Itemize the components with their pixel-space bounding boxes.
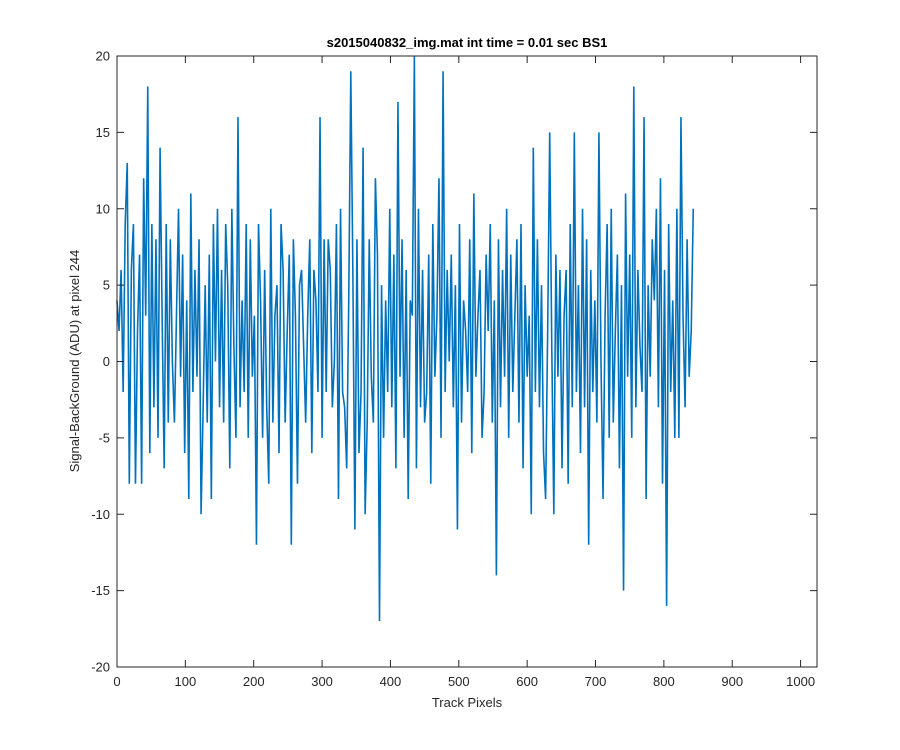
ticks-layer: 0 100 200 300 400 500 600 700 800 900 1000-20-15-1… xyxy=(91,49,817,689)
x-tick-label: 600 xyxy=(516,674,538,689)
x-tick-label: 1000 xyxy=(786,674,815,689)
y-tick-label: -20 xyxy=(91,660,110,675)
y-tick-label: -15 xyxy=(91,583,110,598)
y-tick-label: -5 xyxy=(98,430,110,445)
x-tick-label: 0 xyxy=(113,674,120,689)
x-tick-label: 900 xyxy=(721,674,743,689)
x-tick-label: 400 xyxy=(380,674,402,689)
y-tick-label: 5 xyxy=(103,278,110,293)
y-tick-label: 15 xyxy=(96,125,110,140)
x-axis-label: Track Pixels xyxy=(432,695,503,710)
x-tick-label: 100 xyxy=(175,674,197,689)
plot-area-border xyxy=(116,55,818,668)
chart-title: s2015040832_img.mat int time = 0.01 sec … xyxy=(327,35,608,50)
x-tick-label: 200 xyxy=(243,674,265,689)
x-tick-label: 700 xyxy=(585,674,607,689)
x-tick-label: 300 xyxy=(311,674,333,689)
y-tick-label: 0 xyxy=(103,354,110,369)
series-line-0 xyxy=(116,55,695,622)
y-axis-label: Signal-BackGround (ADU) at pixel 244 xyxy=(67,250,82,473)
x-tick-label: 800 xyxy=(653,674,675,689)
y-tick-label: -10 xyxy=(91,507,110,522)
y-tick-label: 20 xyxy=(96,49,110,64)
y-tick-label: 10 xyxy=(96,201,110,216)
x-tick-label: 500 xyxy=(448,674,470,689)
series-layer xyxy=(116,55,695,622)
